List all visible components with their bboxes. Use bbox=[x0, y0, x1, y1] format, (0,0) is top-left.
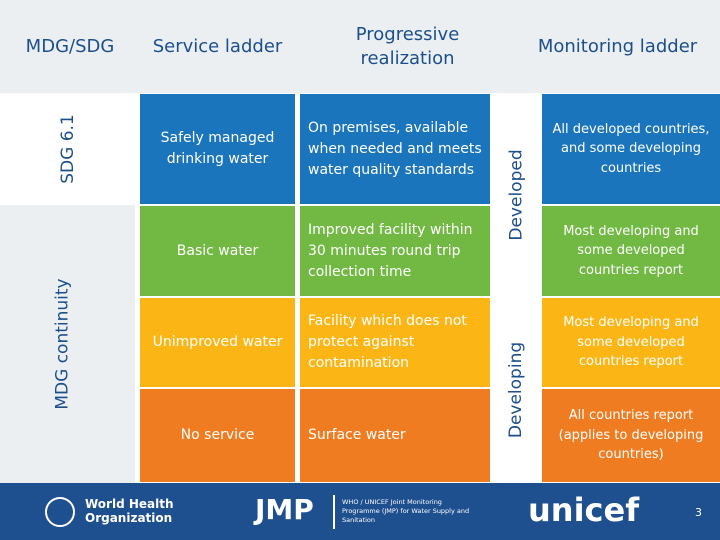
monitoring-cell: Most developing and some developed count… bbox=[542, 206, 720, 296]
description-cell: Facility which does not protect against … bbox=[300, 298, 490, 387]
tier-label: Developing bbox=[506, 341, 527, 439]
header-mdg-sdg: MDG/SDG bbox=[25, 35, 115, 57]
tier-label: Developed bbox=[506, 149, 527, 241]
sdg-cell: SDG 6.1 bbox=[0, 93, 135, 205]
monitoring-cell: All developed countries, and some develo… bbox=[542, 94, 720, 204]
jmp-text: WHO / UNICEF Joint Monitoring Programme … bbox=[342, 498, 470, 525]
footer: World Health Organization JMP WHO / UNIC… bbox=[0, 483, 720, 540]
header-progressive: Progressive realization bbox=[355, 24, 460, 69]
unicef-logo: unicef bbox=[528, 491, 640, 529]
divider bbox=[333, 495, 335, 529]
who-name: World Health Organization bbox=[85, 497, 174, 526]
page-number: 3 bbox=[695, 506, 702, 519]
monitoring-cell: All countries report (applies to develop… bbox=[542, 389, 720, 482]
tier-developing: Developing bbox=[493, 297, 540, 483]
description-cell: Surface water bbox=[300, 389, 490, 482]
sdg-label: SDG 6.1 bbox=[57, 114, 78, 184]
service-cell: No service bbox=[140, 389, 295, 482]
description-cell: Improved facility within 30 minutes roun… bbox=[300, 206, 490, 296]
mdg-label: MDG continuity bbox=[52, 278, 73, 410]
description-cell: On premises, available when needed and m… bbox=[300, 94, 490, 204]
jmp-logo: JMP bbox=[255, 493, 314, 526]
who-emblem bbox=[45, 497, 75, 527]
header-monitoring: Monitoring ladder bbox=[537, 35, 698, 57]
header-service-ladder: Service ladder bbox=[152, 35, 283, 57]
mdg-cell: MDG continuity bbox=[0, 205, 135, 483]
service-cell: Unimproved water bbox=[140, 298, 295, 387]
monitoring-cell: Most developing and some developed count… bbox=[542, 298, 720, 387]
service-cell: Safely managed drinking water bbox=[140, 94, 295, 204]
service-cell: Basic water bbox=[140, 206, 295, 296]
tier-developed: Developed bbox=[493, 93, 540, 297]
header-bg bbox=[0, 0, 720, 93]
